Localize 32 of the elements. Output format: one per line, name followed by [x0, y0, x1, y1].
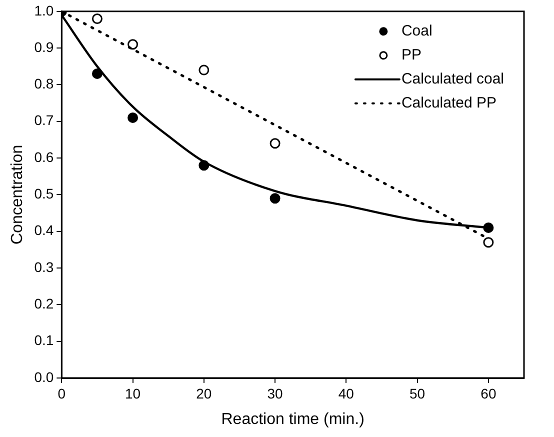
x-tick-label: 10 — [125, 385, 141, 402]
point — [128, 112, 138, 123]
x-tick-label: 60 — [480, 385, 496, 402]
y-tick-label: 0.6 — [34, 148, 54, 165]
point — [270, 138, 280, 149]
y-tick-label: 0.9 — [34, 38, 54, 55]
point — [92, 13, 102, 24]
y-tick-label: 0.8 — [34, 76, 54, 92]
y-tick-label: 0.7 — [34, 112, 54, 128]
x-tick-label: 40 — [338, 385, 354, 402]
legend-label: Calculated PP — [401, 94, 496, 112]
point — [198, 64, 210, 76]
legend-label: Coal — [401, 22, 432, 40]
point — [483, 237, 494, 248]
y-tick-label: 0.4 — [34, 222, 54, 238]
y-tick-label: 0.2 — [34, 296, 54, 312]
y-tick-label: 0.1 — [34, 332, 54, 348]
point — [92, 68, 102, 79]
x-tick-label: 50 — [410, 385, 426, 402]
legend-label: PP — [401, 46, 422, 64]
legend-label: Calculated coal — [401, 70, 504, 88]
x-tick-label: 30 — [267, 385, 284, 402]
y-tick-label: 0.0 — [34, 368, 54, 385]
y-axis-title: Concentration — [9, 144, 26, 245]
y-tick-label: 1.0 — [34, 2, 54, 18]
y-tick-label: 0.5 — [34, 186, 54, 202]
point — [128, 39, 138, 50]
point — [270, 193, 280, 204]
x-tick-label: 0 — [58, 385, 66, 402]
y-tick-label: 0.3 — [34, 258, 54, 275]
x-axis-title: Reaction time (min.) — [221, 410, 364, 428]
x-tick-label: 20 — [196, 385, 212, 402]
